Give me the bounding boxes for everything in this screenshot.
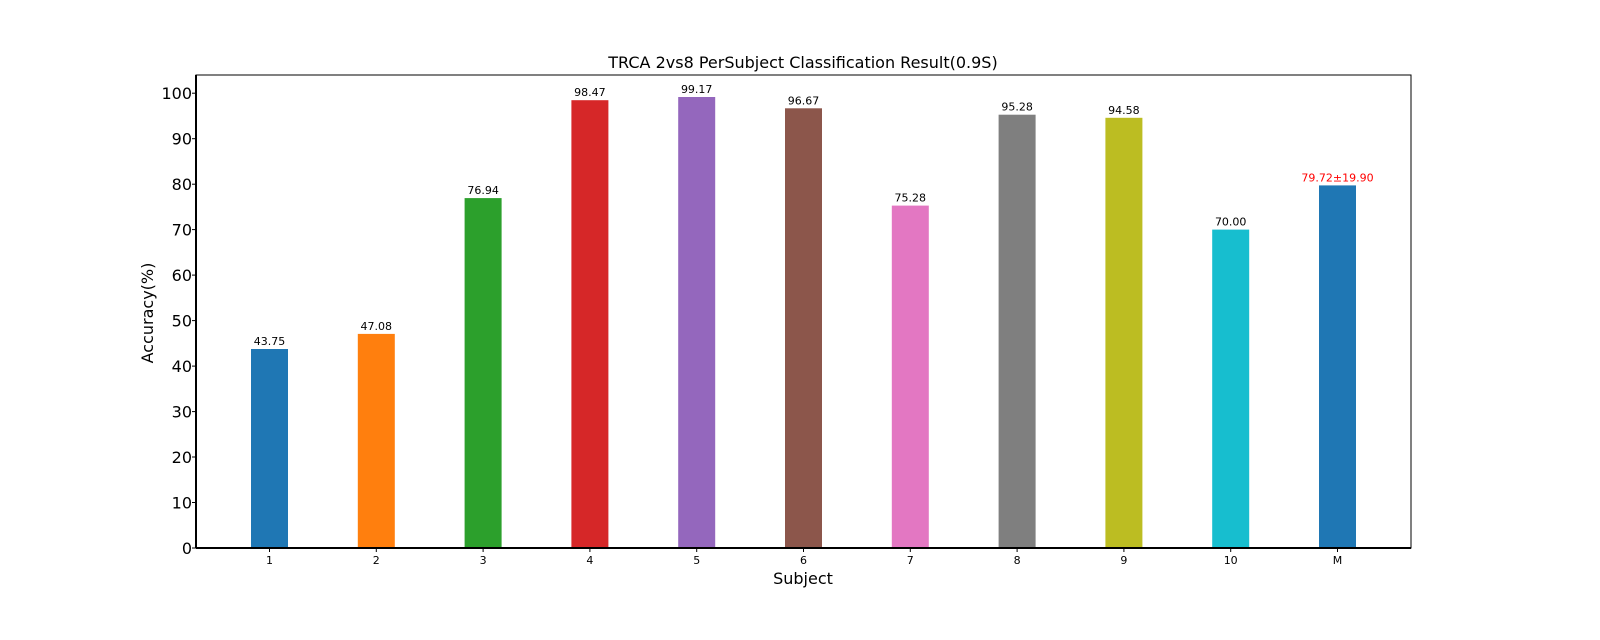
x-axis-ticks: 1 2 3 4 5 6 7 8 9 10 M [266, 548, 1342, 567]
bar-8 [998, 114, 1036, 548]
bar-2 [357, 333, 395, 548]
data-label-2: 47.08 [361, 320, 393, 333]
data-label-10: 70.00 [1215, 216, 1247, 229]
y-tick-label-100: 100 [161, 84, 192, 103]
bar-10 [1212, 229, 1250, 548]
data-label-9: 94.58 [1108, 104, 1140, 117]
bar-7 [891, 205, 929, 548]
y-axis-label: Accuracy(%) [138, 263, 157, 364]
bar-5 [678, 97, 716, 548]
data-labels-group: 43.75 47.08 76.94 98.47 99.17 96.67 75.28 95.28… [254, 83, 1374, 348]
y-tick-label-30: 30 [172, 403, 192, 422]
chart-title: TRCA 2vs8 PerSubject Classification Resu… [607, 53, 997, 72]
data-label-7: 75.28 [895, 192, 927, 205]
x-tick-label-10: 10 [1224, 554, 1238, 567]
x-tick-label-4: 4 [586, 554, 593, 567]
x-tick-label-M: M [1333, 554, 1343, 567]
y-tick-label-40: 40 [172, 357, 192, 376]
y-tick-label-70: 70 [172, 221, 192, 240]
y-tick-label-20: 20 [172, 448, 192, 467]
y-tick-label-60: 60 [172, 266, 192, 285]
x-tick-label-5: 5 [693, 554, 700, 567]
data-label-8: 95.28 [1001, 101, 1033, 114]
bars-group [251, 97, 1356, 549]
y-tick-label-90: 90 [172, 130, 192, 149]
x-tick-label-2: 2 [373, 554, 380, 567]
x-tick-label-8: 8 [1014, 554, 1021, 567]
data-label-6: 96.67 [788, 94, 820, 107]
y-tick-label-80: 80 [172, 175, 192, 194]
x-axis-label: Subject [773, 569, 833, 588]
bar-1 [251, 349, 288, 548]
y-axis-ticks: 0 10 20 30 40 50 60 70 80 90 100 [161, 84, 196, 558]
bar-4 [571, 100, 609, 548]
data-label-5: 99.17 [681, 83, 713, 96]
x-tick-label-6: 6 [800, 554, 807, 567]
y-tick-label-0: 0 [182, 539, 192, 558]
x-tick-label-7: 7 [907, 554, 914, 567]
data-label-3: 76.94 [467, 184, 499, 197]
bar-9 [1105, 117, 1143, 549]
x-tick-label-1: 1 [266, 554, 273, 567]
data-label-4: 98.47 [574, 86, 606, 99]
bar-6 [785, 108, 822, 549]
bar-M [1319, 185, 1356, 548]
x-tick-label-3: 3 [480, 554, 487, 567]
y-tick-label-10: 10 [172, 494, 192, 513]
data-label-M: 79.72±19.90 [1301, 171, 1373, 184]
y-tick-label-50: 50 [172, 312, 192, 331]
data-label-1: 43.75 [254, 335, 286, 348]
bar-3 [464, 198, 502, 548]
x-tick-label-9: 9 [1120, 554, 1127, 567]
